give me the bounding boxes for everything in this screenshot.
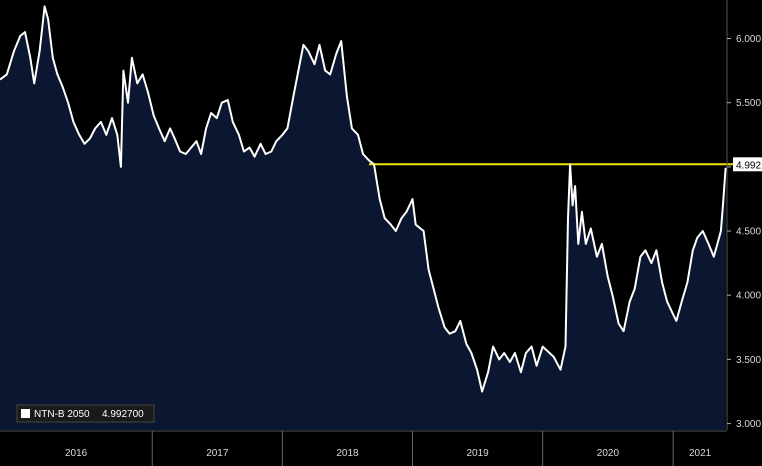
y-tick-label: 3.000 — [736, 419, 761, 430]
x-tick-label: 2018 — [336, 448, 359, 459]
legend-value: 4.992700 — [102, 409, 144, 420]
y-tick-label: 6.000 — [736, 34, 761, 45]
legend-label: NTN-B 2050 — [34, 409, 90, 420]
x-tick-label: 2021 — [689, 448, 712, 459]
x-tick-label: 2019 — [466, 448, 489, 459]
series-area — [0, 6, 726, 431]
line-layer — [0, 5, 727, 393]
last-value-badge — [733, 157, 762, 172]
y-tick-label: 4.000 — [736, 291, 761, 302]
y-tick-label: 3.500 — [736, 355, 761, 366]
area-layer — [0, 6, 726, 431]
x-tick-label: 2016 — [65, 448, 88, 459]
legend: NTN-B 2050 4.992700 — [16, 404, 155, 423]
legend-box — [16, 404, 155, 423]
x-tick-label: 2017 — [206, 448, 229, 459]
series-line — [0, 5, 727, 393]
y-tick-label: 5.500 — [736, 98, 761, 109]
y-tick-label: 4.500 — [736, 227, 761, 238]
x-axis: 2016 2017 2018 2019 2020 2021 — [0, 430, 762, 466]
last-value-label: 4.992 — [736, 160, 761, 171]
x-axis-band — [0, 431, 762, 466]
x-tick-label: 2020 — [597, 448, 620, 459]
legend-swatch — [21, 409, 30, 418]
